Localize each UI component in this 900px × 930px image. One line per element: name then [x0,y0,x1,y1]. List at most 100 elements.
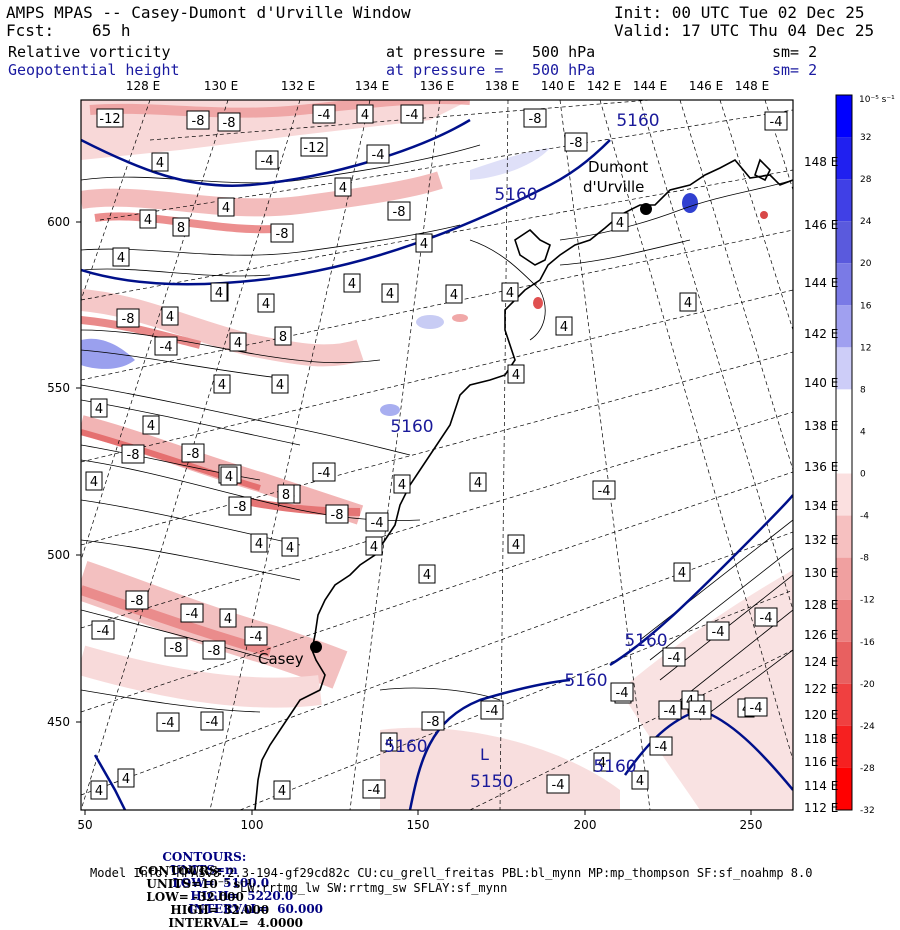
vorticity-label: -4 [312,462,336,482]
vorticity-label: -12 [300,137,328,157]
field2-smoothing: sm= 2 [772,61,818,79]
right-lon-label: 124 E [804,655,838,669]
vorticity-contour-labels: -12 -8 -8 -4 4 -4 -8 -4 4 4 8 4 -4 -12 -4 -8 -8 4 4 -8 4 4 4 4 4… [85,104,788,800]
vorticity-label: 4 [593,752,611,772]
vorticity-label: -4 [366,144,390,164]
bottom-tick-label: 200 [574,818,597,832]
right-lon-label: 144 E [804,276,838,290]
vorticity-label: -4 [754,607,778,627]
init-time: Init: 00 UTC Tue 02 Dec 25 [614,3,865,22]
vorticity-label: -4 [610,682,634,702]
vorticity-label: 4 [85,471,103,491]
vorticity-label: -4 [400,104,424,124]
svg-text:-8: -8 [127,448,140,463]
svg-text:-12: -12 [99,112,120,127]
right-lon-label: 116 E [804,755,838,769]
svg-text:-4: -4 [750,701,763,716]
field1-pressure-label: at pressure = [386,43,504,61]
field1-pressure-value: 500 hPa [532,43,596,61]
colorbar-swatch [836,767,852,810]
svg-text:-8: -8 [234,500,247,515]
svg-text:-4: -4 [318,466,331,481]
right-lon-label: 136 E [804,460,838,474]
svg-text:4: 4 [398,478,406,493]
svg-text:-4: -4 [486,704,499,719]
svg-text:-4: -4 [655,740,668,755]
top-lon-label: 146 E [689,79,723,93]
svg-text:-4: -4 [406,108,419,123]
svg-text:-4: -4 [318,108,331,123]
svg-text:-8: -8 [276,227,289,242]
right-lon-label: 146 E [804,218,838,232]
casey-station-marker[interactable] [310,641,322,653]
vorticity-label: 4 [673,562,691,582]
vorticity-label: 4 [112,247,130,267]
vorticity-label: -8 [164,637,188,657]
svg-text:-8: -8 [393,205,406,220]
svg-text:8: 8 [279,330,287,345]
svg-text:4: 4 [144,213,152,228]
field1-smoothing: sm= 2 [772,43,818,61]
plot-title: AMPS MPAS -- Casey-Dumont d'Urville Wind… [6,3,411,22]
vorticity-label: -8 [228,496,252,516]
bottom-tick-label: 100 [241,818,264,832]
left-tick-label: 550 [47,381,70,395]
colorbar-tick-label: -4 [860,512,869,522]
svg-text:4: 4 [339,181,347,196]
height-high: HIGH= 5220.0 [190,889,294,903]
top-lon-label: 144 E [633,79,667,93]
colorbar-tick-label: -24 [860,722,875,732]
vorticity-label: 4 [271,374,289,394]
vorticity-label: -4 [156,712,180,732]
vorticity-label: -4 [244,626,268,646]
svg-text:-8: -8 [208,644,221,659]
svg-text:4: 4 [512,538,520,553]
right-lon-label: 142 E [804,327,838,341]
height-contours-label: CONTOURS: [162,850,247,864]
vort-low: LOW= -32.000 [146,890,244,904]
low-center-value: 5150 [470,772,513,792]
vorticity-label: -4 [546,774,570,794]
svg-text:4: 4 [90,475,98,490]
left-tick-label: 450 [47,715,70,729]
dumont-durville-station-marker[interactable] [640,203,652,215]
colorbar-swatch [836,389,852,432]
vorticity-label: -4 [180,603,204,623]
vorticity-label: -8 [325,504,349,524]
vorticity-label: 4 [343,273,361,293]
map-plot-area: -12 -8 -8 -4 4 -4 -8 -4 4 4 8 4 -4 -12 -4 -8 -8 4 4 -8 4 4 4 4 4… [81,100,793,810]
vorticity-label: 4 [90,398,108,418]
vorticity-label: -4 [91,620,115,640]
vorticity-label: -8 [121,444,145,464]
svg-text:4: 4 [262,297,270,312]
colorbar-swatch [836,515,852,558]
vorticity-label: 4 [210,282,228,302]
field2-name: Geopotential height [8,61,180,79]
vorticity-label: 4 [418,564,436,584]
svg-text:4: 4 [348,277,356,292]
colorbar-swatch [836,305,852,348]
colorbar-swatch [836,431,852,474]
casey-label: Casey [258,650,304,668]
field2-pressure-label: at pressure = [386,61,504,79]
vorticity-label: -8 [564,132,588,152]
vorticity-label: 4 [217,197,235,217]
svg-text:4: 4 [506,286,514,301]
map-panel: -12 -8 -8 -4 4 -4 -8 -4 4 4 8 4 -4 -12 -4 -8 -8 4 4 -8 4 4 4 4 4… [47,79,895,832]
vorticity-label: -4 [362,779,386,799]
colorbar: 32 28 24 20 16 12 8 4 0 -4 -8 -12 -16 -20 -24 -28 -32 [835,94,875,816]
height-low: LOW= 5100.0 [172,876,270,890]
bottom-tick-label: 150 [407,818,430,832]
vorticity-label: 4 [213,374,231,394]
vorticity-label: -4 [255,150,279,170]
svg-text:4: 4 [95,784,103,799]
vorticity-label: 4 [365,536,383,556]
vorticity-label: 8 [274,326,292,346]
svg-text:-4: -4 [712,625,725,640]
vorticity-label: 4 [415,233,433,253]
svg-text:4: 4 [636,774,644,789]
vorticity-label: -4 [365,512,389,532]
svg-text:-4: -4 [616,686,629,701]
svg-text:4: 4 [166,310,174,325]
map-axes: 128 E 130 E 132 E 134 E 136 E 138 E 140 E 142 E… [47,79,838,832]
